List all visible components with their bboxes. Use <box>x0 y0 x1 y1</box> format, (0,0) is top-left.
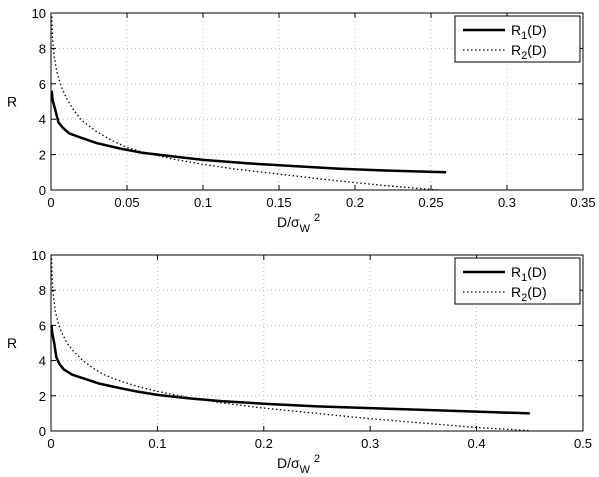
y-tick-label: 0 <box>39 424 46 439</box>
x-axis-label: D/σW2 <box>277 453 320 476</box>
legend-label-2: R2(D) <box>511 42 547 62</box>
x-tick-label: 0 <box>47 436 54 451</box>
y-tick-label: 10 <box>32 6 46 21</box>
x-tick-label: 0.25 <box>418 195 443 210</box>
y-tick-label: 4 <box>39 112 46 127</box>
x-axis-label: D/σW2 <box>277 212 320 235</box>
plot-frame <box>50 254 584 432</box>
chart-2: 0 0.1 0.2 0.3 0.4 0.5 0 2 4 6 8 10 R D/σW2 R1(D)R2(D) <box>7 248 592 476</box>
series-line-2 <box>50 258 530 432</box>
series-line-1 <box>50 90 447 174</box>
x-tick-label: 0.4 <box>468 436 486 451</box>
y-tick-label: 2 <box>39 148 46 163</box>
x-tick-label: 0 <box>47 195 54 210</box>
x-tick-label: 0.2 <box>255 436 273 451</box>
y-tick-label: 8 <box>39 41 46 56</box>
x-tick-label: 0.3 <box>361 436 379 451</box>
y-axis-label: R <box>7 94 17 110</box>
x-tick-label: 0.2 <box>346 195 364 210</box>
x-tick-label: 0.1 <box>194 195 212 210</box>
y-tick-label: 8 <box>39 283 46 298</box>
x-tick-label: 0.05 <box>114 195 139 210</box>
y-tick-label: 10 <box>32 248 46 263</box>
series-line-2 <box>51 16 439 191</box>
legend-box <box>454 257 581 305</box>
y-tick-label: 0 <box>39 183 46 198</box>
x-tick-label: 0.15 <box>266 195 291 210</box>
plot-frame <box>50 12 584 191</box>
y-tick-label: 2 <box>39 389 46 404</box>
x-tick-label: 0.1 <box>148 436 166 451</box>
y-tick-label: 6 <box>39 77 46 92</box>
legend: R1(D)R2(D) <box>454 257 581 305</box>
chart-1: 0 0.05 0.1 0.15 0.2 0.25 0.3 0.35 0 2 4 6 8 10 R D/σW2 R… <box>7 6 596 235</box>
legend-label-2: R2(D) <box>511 284 547 304</box>
y-tick-label: 4 <box>39 354 46 369</box>
legend-label-1: R1(D) <box>511 264 547 284</box>
y-axis-label: R <box>7 335 17 351</box>
legend-label-1: R1(D) <box>511 22 547 42</box>
legend: R1(D)R2(D) <box>454 15 581 63</box>
x-tick-label: 0.5 <box>574 436 592 451</box>
series-line-1 <box>50 325 530 415</box>
x-tick-label: 0.35 <box>570 195 595 210</box>
x-tick-label: 0.3 <box>498 195 516 210</box>
legend-box <box>454 15 581 63</box>
y-tick-label: 6 <box>39 318 46 333</box>
